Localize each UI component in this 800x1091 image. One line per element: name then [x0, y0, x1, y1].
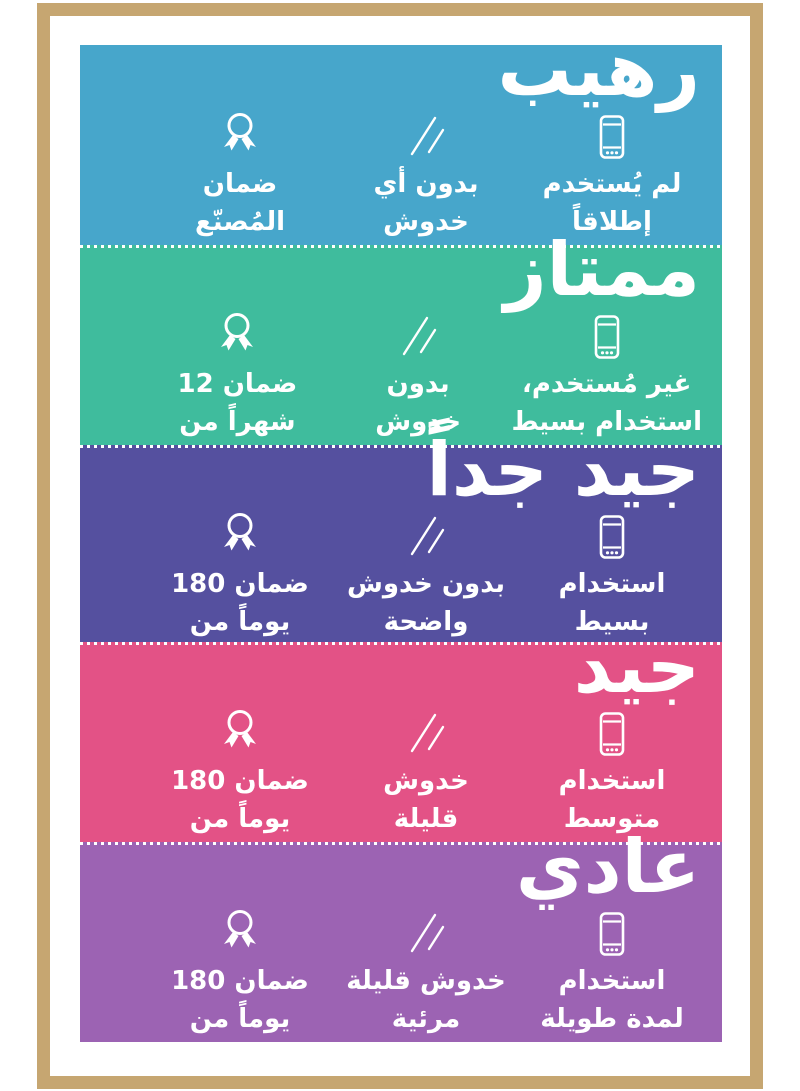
- feature-column-warranty: ضمان 180 يوماً من: [150, 904, 330, 1038]
- feature-text-line: يوماً من: [189, 1003, 291, 1034]
- feature-text-line: بدون خدوش: [347, 569, 505, 599]
- feature-text-line: بدون أي: [373, 169, 479, 199]
- condition-title: ممتاز: [503, 227, 700, 313]
- feature-text-line: ضمان: [202, 169, 278, 199]
- feature-column-usage: استخدام متوسط: [522, 704, 702, 838]
- condition-title: عادي: [515, 824, 700, 910]
- feature-text: لم يُستخدم إطلاقاً: [543, 166, 682, 241]
- feature-column-scratches: بدون أي خدوش: [336, 107, 516, 241]
- feature-text-line: لم يُستخدم: [542, 169, 682, 199]
- phone-icon: [599, 704, 625, 756]
- feature-text: ضمان 180 يوماً من: [171, 963, 309, 1038]
- warranty-medal-icon: [219, 507, 261, 559]
- feature-text: استخدام متوسط: [559, 763, 666, 838]
- bands-container: رهيب لم يُستخدم إطلاقاً بدون أي خدوش ضمان ا…: [80, 33, 722, 1042]
- feature-text-line: المُصنّع: [194, 206, 286, 237]
- feature-text: خدوش قليلة مرئية: [346, 963, 505, 1038]
- feature-text: استخدام لمدة طويلة: [540, 963, 684, 1038]
- condition-band-3: جيد جداً استخدام بسيط بدون خدوش واضحة ضمان…: [80, 433, 722, 642]
- condition-band-5: عادي استخدام لمدة طويلة خدوش قليلة مرئية ض…: [80, 830, 722, 1042]
- feature-column-scratches: خدوش قليلة مرئية: [336, 904, 516, 1038]
- condition-features: لم يُستخدم إطلاقاً بدون أي خدوش ضمان المُصن…: [150, 107, 702, 241]
- feature-text-line: بدون: [386, 369, 450, 399]
- condition-title: جيد: [573, 624, 700, 710]
- feature-column-warranty: ضمان 180 يوماً من: [150, 704, 330, 838]
- feature-column-warranty: ضمان المُصنّع: [150, 107, 330, 241]
- feature-text-line: ضمان 180: [171, 569, 309, 599]
- feature-text-line: واضحة: [383, 606, 469, 637]
- condition-title: رهيب: [497, 27, 700, 113]
- feature-text-line: خدوش: [383, 206, 469, 237]
- feature-text-line: استخدام بسيط: [511, 406, 702, 437]
- condition-features: استخدام متوسط خدوش قليلة ضمان 180 يوماً من: [150, 704, 702, 838]
- feature-text: بدون خدوش: [375, 366, 461, 441]
- feature-text-line: خدوش قليلة: [346, 966, 506, 996]
- phone-icon: [599, 507, 625, 559]
- feature-text: ضمان 180 يوماً من: [171, 763, 309, 838]
- feature-text: ضمان المُصنّع: [195, 166, 285, 241]
- feature-text-line: خدوش: [383, 766, 469, 796]
- feature-text-line: استخدام: [558, 766, 666, 796]
- decorative-frame: [37, 3, 763, 1089]
- feature-text-line: شهراً من: [179, 406, 296, 437]
- condition-title: جيد جداً: [426, 427, 701, 513]
- feature-text-line: ضمان 180: [171, 766, 309, 796]
- feature-column-usage: لم يُستخدم إطلاقاً: [522, 107, 702, 241]
- feature-text-line: لمدة طويلة: [540, 1003, 684, 1034]
- feature-text-line: استخدام: [558, 966, 666, 996]
- feature-text-line: يوماً من: [189, 803, 291, 834]
- condition-band-2: ممتاز غير مُستخدم، استخدام بسيط بدون خدوش …: [80, 233, 722, 445]
- feature-text-line: غير مُستخدم،: [521, 369, 692, 399]
- feature-text-line: مرئية: [391, 1003, 461, 1034]
- feature-text: خدوش قليلة: [383, 763, 469, 838]
- feature-text-line: خدوش: [375, 406, 461, 437]
- feature-column-warranty: ضمان 180 يوماً من: [150, 507, 330, 641]
- feature-text: استخدام بسيط: [559, 566, 666, 641]
- scratches-icon: [404, 507, 448, 559]
- warranty-medal-icon: [219, 107, 261, 159]
- scratches-icon: [404, 904, 448, 956]
- condition-features: استخدام لمدة طويلة خدوش قليلة مرئية ضمان 1…: [150, 904, 702, 1038]
- scratches-icon: [404, 107, 448, 159]
- feature-text-line: متوسط: [563, 803, 661, 834]
- phone-icon: [599, 107, 625, 159]
- phone-icon: [599, 904, 625, 956]
- feature-text-line: ضمان 12: [177, 369, 298, 399]
- feature-column-usage: استخدام لمدة طويلة: [522, 904, 702, 1038]
- warranty-medal-icon: [216, 307, 258, 359]
- feature-column-scratches: بدون خدوش: [331, 307, 506, 441]
- condition-band-1: رهيب لم يُستخدم إطلاقاً بدون أي خدوش ضمان ا…: [80, 33, 722, 245]
- scratches-icon: [404, 704, 448, 756]
- phone-icon: [594, 307, 620, 359]
- feature-text: ضمان 12 شهراً من: [178, 366, 298, 441]
- feature-text-line: ضمان 180: [171, 966, 309, 996]
- feature-column-scratches: بدون خدوش واضحة: [336, 507, 516, 641]
- feature-column-scratches: خدوش قليلة: [336, 704, 516, 838]
- scratches-icon: [396, 307, 440, 359]
- feature-column-usage: غير مُستخدم، استخدام بسيط: [511, 307, 702, 441]
- feature-text-line: إطلاقاً: [572, 206, 652, 237]
- feature-column-usage: استخدام بسيط: [522, 507, 702, 641]
- condition-features: غير مُستخدم، استخدام بسيط بدون خدوش ضمان 1…: [150, 307, 702, 441]
- warranty-medal-icon: [219, 904, 261, 956]
- feature-text: بدون أي خدوش: [374, 166, 479, 241]
- feature-text: غير مُستخدم، استخدام بسيط: [511, 366, 702, 441]
- condition-band-4: جيد استخدام متوسط خدوش قليلة ضمان 180 يوماً…: [80, 630, 722, 842]
- feature-text-line: يوماً من: [189, 606, 291, 637]
- warranty-medal-icon: [219, 704, 261, 756]
- condition-features: استخدام بسيط بدون خدوش واضحة ضمان 180 يوماً…: [150, 507, 702, 641]
- feature-text: بدون خدوش واضحة: [347, 566, 505, 641]
- feature-text-line: بسيط: [574, 606, 650, 637]
- feature-text: ضمان 180 يوماً من: [171, 566, 309, 641]
- feature-text-line: استخدام: [558, 569, 666, 599]
- feature-column-warranty: ضمان 12 شهراً من: [150, 307, 325, 441]
- feature-text-line: قليلة: [393, 803, 459, 834]
